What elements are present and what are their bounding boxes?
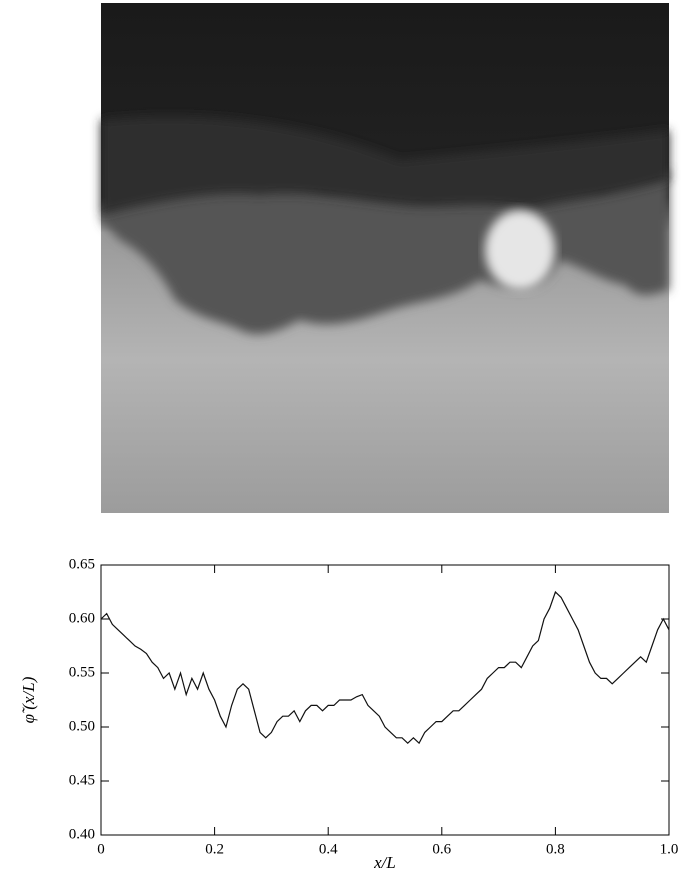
y-tick-label: 0.55 <box>69 664 95 680</box>
x-axis-label: x/L <box>373 853 396 871</box>
y-tick-label: 0.40 <box>69 826 95 842</box>
y-tick-label: 0.65 <box>69 556 95 572</box>
flow-image <box>101 3 669 513</box>
x-tick-label: 1.0 <box>660 841 679 857</box>
x-tick-label: 0.6 <box>432 841 451 857</box>
y-axis-label: φ̃ (x/L) <box>19 676 38 723</box>
x-tick-label: 0.4 <box>319 841 338 857</box>
data-line <box>101 592 669 743</box>
y-tick-label: 0.45 <box>69 772 95 788</box>
figure: x/L φ̃ (x/L) 0.40 0.45 0.50 0.55 0.60 0.65 0 0.… <box>0 0 682 871</box>
chart: x/L φ̃ (x/L) 0.40 0.45 0.50 0.55 0.60 0.65 0 0.… <box>0 0 682 871</box>
y-tick-label: 0.60 <box>69 610 95 626</box>
x-tick-label: 0.8 <box>546 841 565 857</box>
x-tick-label: 0 <box>97 841 105 857</box>
y-tick-label: 0.50 <box>69 718 95 734</box>
plot-frame <box>101 565 669 835</box>
x-tick-label: 0.2 <box>205 841 224 857</box>
